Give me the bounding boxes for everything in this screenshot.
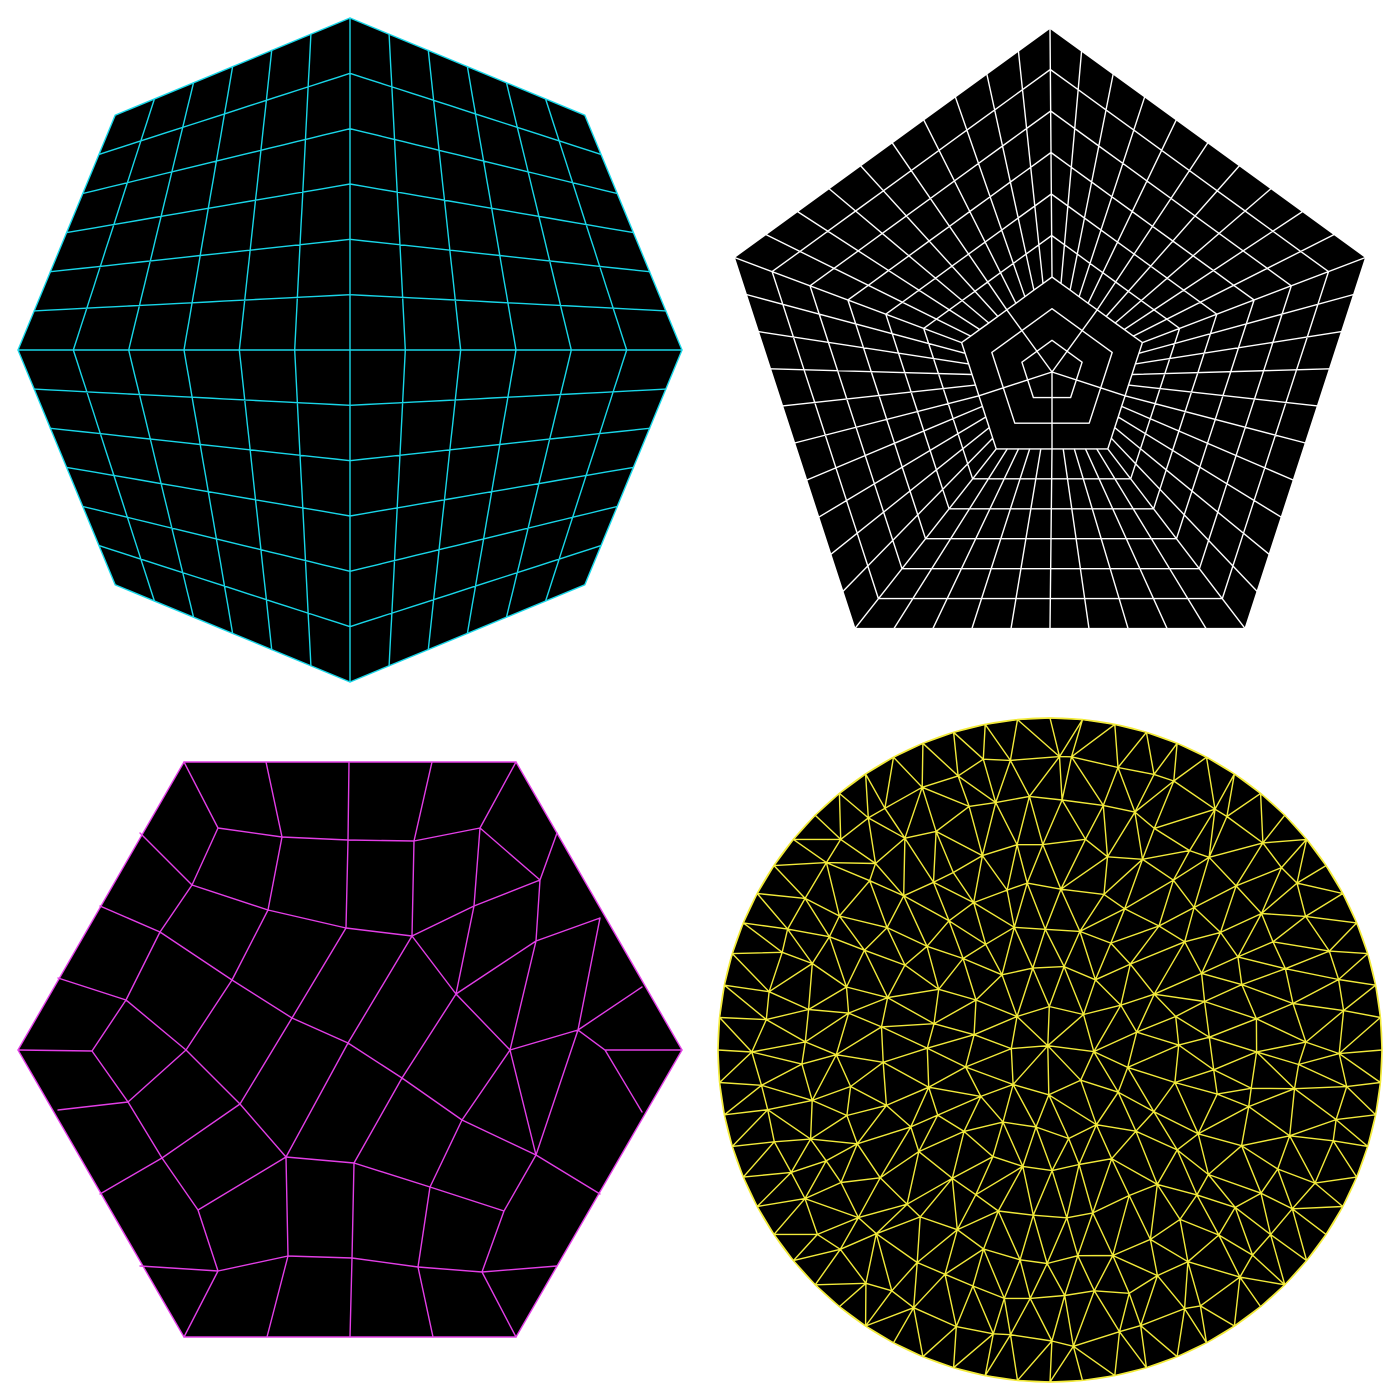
hexagon-mesh-lines xyxy=(17,761,683,1338)
octagon-grid-lines xyxy=(17,17,683,683)
pentagon-mesh-lines xyxy=(733,27,1367,630)
circle-triangle-edges xyxy=(717,717,1383,1383)
octagon-quad-mesh-panel xyxy=(0,0,700,700)
hexagon-quad-mesh-panel xyxy=(0,700,700,1400)
pentagon-quad-mesh-panel xyxy=(700,0,1400,700)
circle-triangle-mesh-panel xyxy=(700,700,1400,1400)
circle-triangle-mesh xyxy=(717,717,1383,1383)
octagon-quad-mesh xyxy=(17,17,683,683)
hexagon-boundary xyxy=(17,761,683,1338)
pentagon-quad-mesh xyxy=(733,27,1367,630)
hexagon-quad-mesh xyxy=(17,761,683,1338)
